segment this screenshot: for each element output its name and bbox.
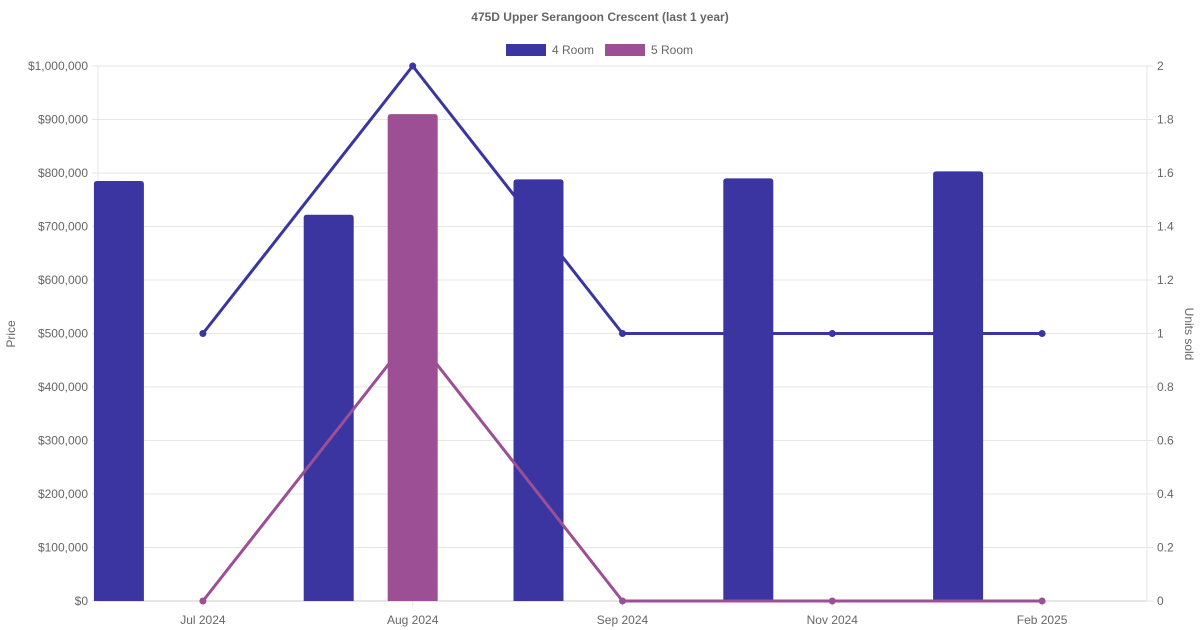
point-4-room[interactable] [828, 330, 836, 337]
right-axis-ticks: 0 0.2 0.4 0.6 0.8 1 1.2 1.4 1.6 1.8 2 [1147, 59, 1174, 608]
point-4-room[interactable] [409, 62, 417, 70]
left-axis-title: Price [4, 320, 18, 348]
x-tick-label: Jul 2024 [180, 613, 226, 627]
bar-5-room[interactable] [387, 114, 438, 602]
left-tick-label: $1,000,000 [28, 59, 88, 73]
bar-4-room[interactable] [303, 214, 354, 602]
left-tick-label: $700,000 [38, 220, 88, 234]
chart-title: 475D Upper Serangoon Crescent (last 1 ye… [471, 10, 728, 24]
legend-item-4-room[interactable]: 4 Room [506, 43, 594, 57]
bar-4-room[interactable] [933, 171, 984, 601]
point-5-room[interactable] [409, 330, 417, 337]
legend-swatch-5-room [605, 44, 645, 56]
right-axis-title: Units sold [1182, 308, 1196, 361]
right-tick-label: 0.4 [1157, 487, 1174, 501]
x-tick-label: Feb 2025 [1017, 613, 1068, 627]
right-tick-label: 1.6 [1157, 166, 1174, 180]
legend-label-5-room: 5 Room [651, 43, 693, 57]
right-tick-label: 0 [1157, 594, 1164, 608]
left-tick-label: $900,000 [38, 113, 88, 127]
right-tick-label: 1.4 [1157, 220, 1174, 234]
left-tick-label: $300,000 [38, 434, 88, 448]
point-4-room[interactable] [1038, 330, 1046, 337]
x-tick-label: Nov 2024 [807, 613, 859, 627]
bar-series [93, 114, 984, 602]
point-5-room[interactable] [619, 597, 626, 605]
point-5-room[interactable] [828, 597, 836, 605]
legend-label-4-room: 4 Room [552, 43, 594, 57]
right-tick-label: 2 [1157, 59, 1164, 73]
right-tick-label: 1.2 [1157, 273, 1174, 287]
bar-4-room[interactable] [513, 179, 564, 602]
point-5-room[interactable] [1038, 597, 1046, 605]
bar-4-room[interactable] [93, 181, 144, 601]
bar-4-room[interactable] [723, 178, 774, 601]
right-tick-label: 0.6 [1157, 434, 1174, 448]
x-tick-label: Sep 2024 [597, 613, 649, 627]
left-tick-label: $200,000 [38, 487, 88, 501]
point-4-room[interactable] [619, 330, 626, 337]
left-tick-label: $500,000 [38, 327, 88, 341]
point-4-room[interactable] [199, 330, 207, 337]
line-series [199, 62, 1046, 605]
left-tick-label: $400,000 [38, 380, 88, 394]
left-tick-label: $0 [75, 594, 89, 608]
x-tick-label: Aug 2024 [387, 613, 439, 627]
right-tick-label: 1.8 [1157, 113, 1174, 127]
left-tick-label: $100,000 [38, 541, 88, 555]
x-axis-ticks: Jul 2024 Aug 2024 Sep 2024 Nov 2024 Feb 2025 [180, 601, 1068, 627]
left-tick-label: $800,000 [38, 166, 88, 180]
legend: 4 Room 5 Room [506, 43, 693, 57]
left-tick-label: $600,000 [38, 273, 88, 287]
right-tick-label: 1 [1157, 327, 1164, 341]
legend-swatch-4-room [506, 44, 546, 56]
right-tick-label: 0.8 [1157, 380, 1174, 394]
legend-item-5-room[interactable]: 5 Room [605, 43, 693, 57]
point-5-room[interactable] [199, 597, 207, 605]
right-tick-label: 0.2 [1157, 541, 1174, 555]
left-axis-ticks: $0 $100,000 $200,000 $300,000 $400,000 $500,0… [28, 59, 98, 608]
